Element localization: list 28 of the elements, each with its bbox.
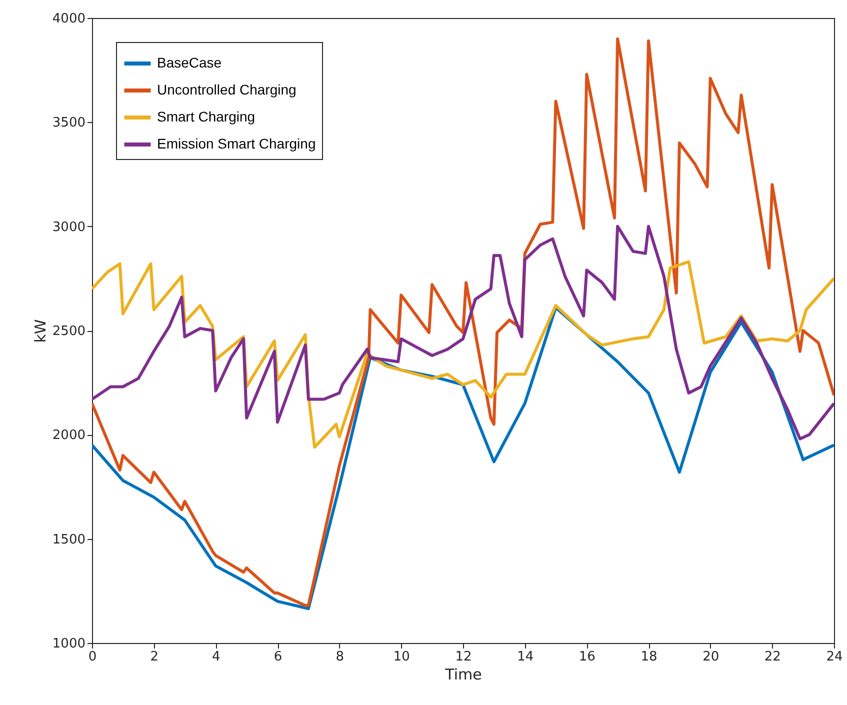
x-tick-label: 16 [578,650,596,664]
x-tick-label: 6 [274,650,282,664]
y-axis-title: kW [31,319,50,343]
x-tick-label: 18 [640,650,658,664]
legend-label: Uncontrolled Charging [157,82,296,98]
x-tick-label: 0 [88,650,97,664]
y-tick-label: 3500 [52,116,86,131]
legend-label: BaseCase [157,54,222,70]
y-tick-label: 2500 [52,324,86,339]
y-tick-label: 2000 [52,428,86,444]
y-tick-label: 3000 [52,220,86,235]
legend-label: Smart Charging [157,108,256,124]
line-series [92,224,834,440]
x-axis-title: Time [444,666,482,684]
x-tick-label: 8 [336,650,344,664]
x-tick-label: 14 [517,650,534,664]
y-tick-label: 4000 [52,12,86,26]
legend-label: Emission Smart Charging [157,136,316,152]
line-series [92,37,834,607]
y-tick-label: 1000 [52,636,86,652]
y-tick-label: 1500 [52,532,86,548]
x-tick-label: 2 [150,650,158,664]
x-tick-label: 4 [212,650,220,664]
x-tick-label: 10 [393,650,410,664]
x-tick-label: 24 [826,650,843,664]
x-tick-label: 22 [764,650,781,664]
x-tick-label: 20 [702,650,720,664]
x-tick-label: 12 [455,650,472,664]
